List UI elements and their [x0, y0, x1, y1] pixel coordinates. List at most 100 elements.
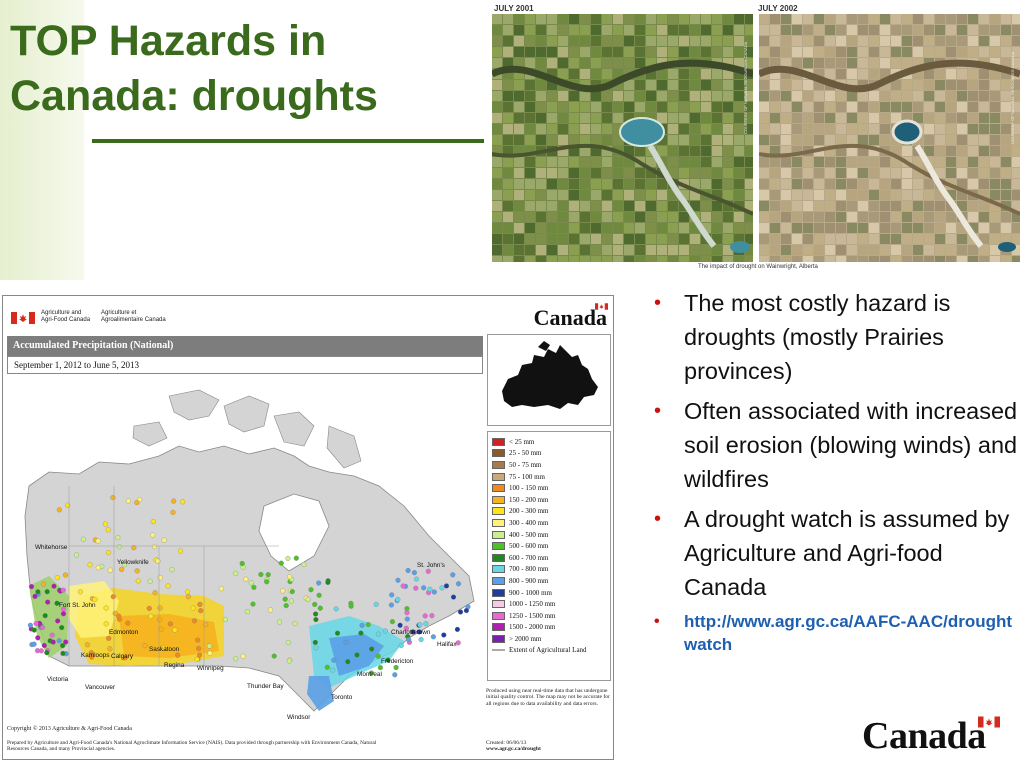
canada-wordmark: Canada — [862, 712, 1002, 757]
map-date-range: September 1, 2012 to June 5, 2013 — [7, 356, 483, 374]
map-wordmark-text: Canada — [533, 305, 607, 330]
bullet-dot-icon: • — [654, 508, 662, 530]
city-toronto: Toronto — [331, 694, 353, 701]
bullet-text: A drought watch is assumed by Agricultur… — [684, 506, 1010, 600]
satellite-image-2001: COURTESY OF NATURAL RESOURCES CANADA — [492, 14, 753, 262]
legend-row: 1000 - 1250 mm — [492, 598, 606, 610]
canada-flag-icon — [11, 312, 35, 324]
bullet-list: • The most costly hazard is droughts (mos… — [650, 286, 1022, 662]
map-canada-wordmark: Canada — [533, 303, 608, 331]
legend-row: 500 - 600 mm — [492, 540, 606, 552]
slide-title-line2: Canada: droughts — [10, 72, 378, 120]
org-en-line2: Agri-Food Canada — [41, 317, 91, 323]
satellite-right-date: JULY 2002 — [758, 4, 798, 13]
precipitation-map-panel: Agriculture and Agri-Food Canada Agricul… — [2, 295, 614, 760]
legend-swatch — [492, 611, 505, 620]
city-halifax: Halifax — [437, 641, 457, 648]
bullet-dot-icon: • — [654, 292, 662, 314]
satellite-comparison: JULY 2001 JULY 2002 COURTESY OF NATURAL … — [492, 2, 1022, 274]
city-fort-st-john: Fort St. John — [59, 602, 96, 609]
legend-swatch — [492, 623, 505, 632]
canada-flag-icon — [978, 716, 1000, 728]
bullet-text: The most costly hazard is droughts (most… — [684, 290, 951, 384]
legend-swatch — [492, 437, 505, 446]
legend-row: 75 - 100 mm — [492, 471, 606, 483]
wordmark-flag-icon — [595, 303, 608, 310]
city-edmonton: Edmonton — [109, 629, 139, 636]
legend-row: 100 - 150 mm — [492, 482, 606, 494]
map-header: Agriculture and Agri-Food Canada Agricul… — [7, 300, 611, 330]
city-calgary: Calgary — [111, 653, 134, 660]
legend-row: > 2000 mm — [492, 633, 606, 645]
legend-label: 150 - 200 mm — [509, 495, 549, 504]
satellite-left-date: JULY 2001 — [494, 4, 534, 13]
city-regina: Regina — [164, 662, 185, 669]
legend-line-swatch — [492, 649, 505, 652]
city-st-johns: St. John's — [417, 562, 445, 569]
left-accent-bar — [0, 0, 84, 280]
legend-row: 600 - 700 mm — [492, 552, 606, 564]
legend-swatch — [492, 449, 505, 458]
map-created-url: www.agr.gc.ca/drought — [486, 746, 541, 753]
satellite-credit-right: COURTESY OF NATURAL RESOURCES CANADA — [1010, 51, 1015, 144]
legend-label: 900 - 1000 mm — [509, 588, 552, 597]
legend-label: 600 - 700 mm — [509, 553, 549, 562]
bullet-dot-icon: • — [654, 400, 662, 422]
legend-row-agricultural-extent: Extent of Agricultural Land — [492, 645, 606, 657]
legend-swatch — [492, 542, 505, 551]
city-fredericton: Fredericton — [381, 658, 414, 665]
map-created-date: Created: 06/06/13 — [486, 740, 527, 746]
city-winnipeg: Winnipeg — [197, 665, 224, 672]
bullet-item: • Often associated with increased soil er… — [650, 394, 1022, 496]
org-fr-line2: Agroalimentaire Canada — [101, 317, 166, 323]
bullet-item: • The most costly hazard is droughts (mos… — [650, 286, 1022, 388]
slide-title-line1: TOP Hazards in — [10, 17, 327, 65]
legend-label: 100 - 150 mm — [509, 484, 549, 493]
legend-row: 200 - 300 mm — [492, 506, 606, 518]
canada-precipitation-map: Whitehorse Yellowknife Fort St. John Edm… — [9, 376, 485, 721]
legend-row: 25 - 50 mm — [492, 448, 606, 460]
drought-watch-link[interactable]: http://www.agr.gc.ca/AAFC-AAC/drought wa… — [684, 612, 1013, 654]
satellite-credit-left: COURTESY OF NATURAL RESOURCES CANADA — [743, 41, 748, 134]
city-thunder-bay: Thunder Bay — [247, 683, 284, 690]
legend-row: 700 - 800 mm — [492, 564, 606, 576]
legend-row: 800 - 900 mm — [492, 575, 606, 587]
legend-row: 1500 - 2000 mm — [492, 622, 606, 634]
legend-label: 1250 - 1500 mm — [509, 611, 556, 620]
legend-swatch — [492, 553, 505, 562]
city-saskatoon: Saskatoon — [149, 646, 180, 653]
map-copyright: Copyright © 2013 Agriculture & Agri-Food… — [7, 726, 132, 732]
legend-row: < 25 mm — [492, 436, 606, 448]
bullet-text: Often associated with increased soil ero… — [684, 398, 1018, 492]
satellite-caption: The impact of drought on Wainwright, Alb… — [698, 264, 818, 270]
legend-swatch — [492, 518, 505, 527]
drought-watch-link-item[interactable]: • http://www.agr.gc.ca/AAFC-AAC/drought w… — [650, 610, 1022, 656]
city-whitehorse: Whitehorse — [35, 544, 68, 551]
map-data-note: Produced using near real-time data that … — [486, 688, 610, 707]
legend-row: 50 - 75 mm — [492, 459, 606, 471]
city-charlottetown: Charlottetown — [391, 629, 431, 636]
legend-label: 800 - 900 mm — [509, 576, 549, 585]
org-fr-line1: Agriculture et — [101, 310, 137, 316]
legend-row: 1250 - 1500 mm — [492, 610, 606, 622]
legend-swatch — [492, 472, 505, 481]
map-legend: < 25 mm 25 - 50 mm 50 - 75 mm 75 - 100 mm 10… — [487, 431, 611, 681]
bullet-dot-icon: • — [654, 613, 660, 630]
map-created: Created: 06/06/13 www.agr.gc.ca/drought — [486, 740, 612, 753]
legend-label: 500 - 600 mm — [509, 542, 549, 551]
city-victoria: Victoria — [47, 676, 69, 683]
legend-label: 700 - 800 mm — [509, 565, 549, 574]
legend-row: 150 - 200 mm — [492, 494, 606, 506]
canada-wordmark-text: Canada — [862, 715, 986, 757]
legend-label: 400 - 500 mm — [509, 530, 549, 539]
legend-label: Extent of Agricultural Land — [509, 646, 587, 655]
satellite-image-2002: COURTESY OF NATURAL RESOURCES CANADA — [759, 14, 1020, 262]
legend-label: 75 - 100 mm — [509, 472, 545, 481]
legend-swatch — [492, 507, 505, 516]
legend-row: 300 - 400 mm — [492, 517, 606, 529]
legend-swatch — [492, 495, 505, 504]
city-kamloops: Kamloops — [81, 652, 110, 659]
legend-label: < 25 mm — [509, 437, 535, 446]
legend-swatch — [492, 460, 505, 469]
legend-swatch — [492, 576, 505, 585]
